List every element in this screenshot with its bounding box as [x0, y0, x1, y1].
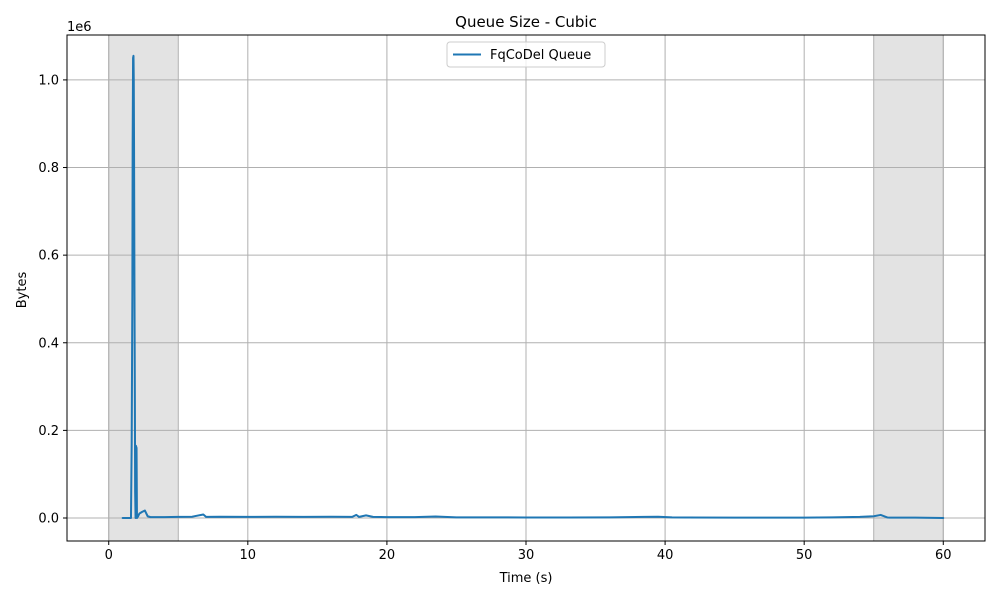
x-axis-label: Time (s) — [499, 571, 553, 586]
chart-title: Queue Size - Cubic — [455, 13, 597, 31]
x-tick-label: 20 — [379, 548, 396, 563]
x-tick-label: 30 — [518, 548, 535, 563]
y-tick-label: 0.4 — [38, 336, 59, 351]
y-axis-label: Bytes — [15, 272, 30, 309]
grid-lines — [67, 35, 985, 541]
y-tick-label: 0.6 — [38, 249, 59, 264]
shaded-region-0 — [108, 35, 179, 541]
x-tick-label: 50 — [796, 548, 813, 563]
x-tick-label: 0 — [105, 548, 113, 563]
axis-ticks: 0 10 20 30 40 50 60 0.0 0.2 0.4 0.6 0.8 1.0 — [38, 73, 951, 563]
y-tick-label: 0.8 — [38, 161, 59, 176]
x-tick-label: 10 — [240, 548, 257, 563]
y-tick-label: 0.2 — [38, 424, 59, 439]
y-tick-label: 1.0 — [38, 73, 59, 88]
x-tick-label: 60 — [935, 548, 952, 563]
series-line-fqcodel-queue — [121, 54, 945, 519]
x-tick-label: 40 — [657, 548, 674, 563]
legend-label-fqcodel-queue: FqCoDel Queue — [490, 48, 591, 63]
y-axis-offset-text: 1e6 — [67, 20, 92, 35]
shaded-region-1 — [873, 35, 944, 541]
series-layer — [121, 54, 945, 519]
legend: FqCoDel Queue — [446, 41, 606, 68]
y-tick-label: 0.0 — [38, 512, 59, 527]
legend-box — [446, 41, 606, 68]
